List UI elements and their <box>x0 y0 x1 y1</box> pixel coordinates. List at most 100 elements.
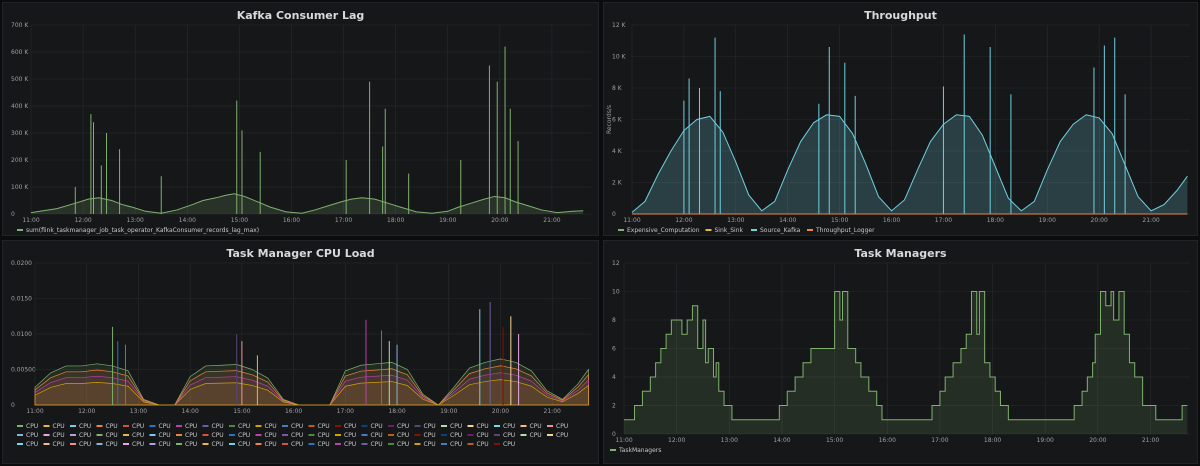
x-tick-label: 11:00 <box>615 437 632 444</box>
legend-item[interactable]: CPU <box>414 423 436 430</box>
legend-item[interactable]: CPU <box>176 423 197 430</box>
legend-item[interactable]: CPU <box>176 432 197 439</box>
panel-title: Task Managers <box>854 247 947 260</box>
x-tick-label: 11:00 <box>26 408 43 415</box>
x-tick-label: 14:00 <box>779 217 796 224</box>
y-tick-label: 12 <box>612 260 620 267</box>
panel-kafka-consumer-lag: Kafka Consumer Lag 0 100 K 200 K 300 K 400 K… <box>2 2 599 236</box>
legend-item[interactable]: CPU <box>229 441 250 448</box>
legend-item[interactable]: CPU <box>361 432 383 439</box>
legend-item[interactable]: CPU <box>388 441 409 448</box>
legend-item[interactable]: CPU <box>17 441 38 448</box>
legend-item[interactable]: CPU <box>308 432 330 439</box>
legend-item[interactable]: CPU <box>43 423 65 430</box>
y-tick-label: 0.0100 <box>11 331 32 338</box>
legend-label: CPU <box>185 441 197 448</box>
chart-kafka-consumer-lag: 0 100 K 200 K 300 K 400 K 500 K 600 K 700 K 11:0… <box>11 22 591 234</box>
legend-item[interactable]: sum(flink_taskmanager_job_task_operator_… <box>17 227 259 234</box>
legend-label: CPU <box>450 423 462 430</box>
y-tick-label: 100 K <box>11 184 29 191</box>
legend-item[interactable]: CPU <box>123 423 144 430</box>
legend-item[interactable]: CPU <box>388 432 409 439</box>
legend-item[interactable]: CPU <box>96 423 118 430</box>
legend-item[interactable]: CPU <box>43 432 65 439</box>
legend-item[interactable]: CPU <box>441 441 462 448</box>
legend-item[interactable]: CPU <box>520 423 542 430</box>
legend-item[interactable]: CPU <box>388 423 409 430</box>
legend-item[interactable]: CPU <box>202 432 224 439</box>
legend-item[interactable]: CPU <box>467 423 489 430</box>
legend-label: CPU <box>265 423 277 430</box>
legend-item[interactable]: CPU <box>70 423 91 430</box>
legend-item[interactable]: CPU <box>282 441 303 448</box>
legend-item[interactable]: CPU <box>308 441 330 448</box>
y-tick-label: 700 K <box>11 22 29 29</box>
legend-item[interactable]: CPU <box>202 441 224 448</box>
legend-item[interactable]: CPU <box>202 423 224 430</box>
legend-item[interactable]: CPU <box>123 441 144 448</box>
legend-item[interactable]: CPU <box>70 441 91 448</box>
legend-item[interactable]: CPU <box>414 441 436 448</box>
legend-item[interactable]: CPU <box>308 423 330 430</box>
legend-item[interactable]: CPU <box>467 432 489 439</box>
legend-item[interactable]: CPU <box>520 432 542 439</box>
legend-item[interactable]: CPU <box>282 432 303 439</box>
y-tick-label: 10 <box>612 289 620 296</box>
legend-label: Sink_Sink <box>715 227 744 234</box>
legend-item[interactable]: CPU <box>176 441 197 448</box>
legend-item[interactable]: CPU <box>441 423 462 430</box>
legend-item[interactable]: CPU <box>441 432 462 439</box>
legend-item[interactable]: CPU <box>494 432 515 439</box>
legend-item[interactable]: TaskManagers <box>610 447 661 454</box>
legend-item[interactable]: CPU <box>149 432 171 439</box>
legend-item[interactable]: Throughput_Logger <box>807 227 875 234</box>
legend-item[interactable]: CPU <box>149 423 171 430</box>
x-tick-label: 18:00 <box>984 437 1001 444</box>
legend-item[interactable]: CPU <box>255 441 277 448</box>
y-tick-label: 2 <box>612 403 616 410</box>
legend-item[interactable]: CPU <box>70 432 91 439</box>
legend-label: CPU <box>344 432 356 439</box>
legend-item[interactable]: CPU <box>335 441 356 448</box>
legend-item[interactable]: CPU <box>361 423 383 430</box>
legend-item[interactable]: CPU <box>361 441 383 448</box>
legend-item[interactable]: CPU <box>123 432 144 439</box>
legend-item[interactable]: CPU <box>467 441 489 448</box>
legend-item[interactable]: Source_Kafka <box>751 227 801 234</box>
legend-label: CPU <box>79 432 91 439</box>
legend-item[interactable]: CPU <box>414 432 436 439</box>
legend-label: CPU <box>371 423 383 430</box>
legend-item[interactable]: CPU <box>494 441 515 448</box>
legend-label: CPU <box>26 432 38 439</box>
legend-item[interactable]: Expensive_Computation <box>618 227 700 234</box>
legend-label: CPU <box>53 423 65 430</box>
legend-item[interactable]: CPU <box>17 432 38 439</box>
y-tick-label: 4 K <box>612 148 623 155</box>
x-tick-label: 21:00 <box>1142 217 1159 224</box>
legend-item[interactable]: CPU <box>43 441 65 448</box>
x-tick-label: 19:00 <box>439 217 456 224</box>
legend-item[interactable]: CPU <box>282 423 303 430</box>
y-tick-label: 8 <box>612 317 616 324</box>
legend-item[interactable]: CPU <box>96 432 118 439</box>
legend-item[interactable]: CPU <box>149 441 171 448</box>
legend-item[interactable]: CPU <box>96 441 118 448</box>
legend-label: CPU <box>424 441 436 448</box>
x-tick-label: 15:00 <box>231 217 248 224</box>
legend-label: CPU <box>79 441 91 448</box>
legend-item[interactable]: CPU <box>547 432 568 439</box>
x-tick-label: 11:00 <box>623 217 640 224</box>
legend-item[interactable]: Sink_Sink <box>705 227 744 234</box>
legend-label: CPU <box>159 432 171 439</box>
legend-item[interactable]: CPU <box>229 432 250 439</box>
legend-item[interactable]: CPU <box>17 423 38 430</box>
legend-item[interactable]: CPU <box>335 423 356 430</box>
legend-item[interactable]: CPU <box>255 423 277 430</box>
x-tick-label: 19:00 <box>1039 217 1056 224</box>
x-tick-label: 20:00 <box>491 217 508 224</box>
legend-item[interactable]: CPU <box>335 432 356 439</box>
legend-item[interactable]: CPU <box>255 432 277 439</box>
legend-item[interactable]: CPU <box>494 423 515 430</box>
legend-item[interactable]: CPU <box>547 423 568 430</box>
legend-item[interactable]: CPU <box>229 423 250 430</box>
